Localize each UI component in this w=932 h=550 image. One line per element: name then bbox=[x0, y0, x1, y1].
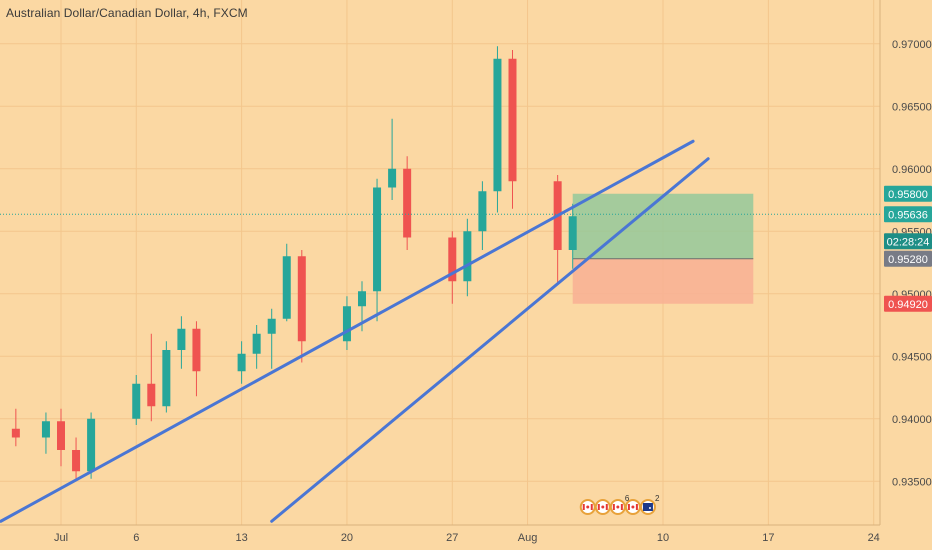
candle-body[interactable] bbox=[87, 418, 96, 472]
candle-body[interactable] bbox=[388, 168, 397, 188]
maple-leaf bbox=[616, 505, 620, 509]
price-label: 0.94920 bbox=[888, 299, 928, 311]
x-tick-label: 20 bbox=[341, 532, 353, 544]
candle-body[interactable] bbox=[282, 256, 291, 319]
flag-field bbox=[642, 503, 653, 511]
candle-body[interactable] bbox=[267, 318, 276, 334]
price-label-box bbox=[884, 206, 932, 223]
x-tick-label: 27 bbox=[446, 532, 458, 544]
flag-band bbox=[582, 504, 585, 510]
maple-leaf bbox=[601, 505, 605, 509]
candle-body[interactable] bbox=[192, 328, 201, 372]
candle-body[interactable] bbox=[448, 237, 457, 282]
candle-body[interactable] bbox=[237, 353, 246, 372]
candle-body[interactable] bbox=[463, 231, 472, 282]
candle-body[interactable] bbox=[162, 350, 171, 407]
event-count: 2 bbox=[655, 494, 660, 503]
y-tick-label: 0.96500 bbox=[892, 101, 932, 113]
flag-band bbox=[620, 504, 623, 510]
candle-body[interactable] bbox=[493, 58, 502, 192]
price-label-box bbox=[884, 250, 932, 267]
x-tick-label: 6 bbox=[133, 532, 139, 544]
maple-leaf bbox=[586, 505, 590, 509]
y-tick-label: 0.94000 bbox=[892, 414, 932, 426]
price-label-box bbox=[884, 233, 932, 250]
candle-body[interactable] bbox=[72, 450, 81, 472]
candle-body[interactable] bbox=[132, 383, 141, 419]
candle-body[interactable] bbox=[57, 421, 65, 450]
trendline[interactable] bbox=[0, 139, 695, 523]
price-label-box bbox=[884, 185, 932, 202]
trendline[interactable] bbox=[270, 157, 710, 523]
flag-band bbox=[590, 504, 593, 510]
flag-band bbox=[597, 504, 600, 510]
event-count: 6 bbox=[625, 494, 630, 503]
candle-body[interactable] bbox=[403, 168, 412, 238]
x-tick-label: 24 bbox=[868, 532, 880, 544]
price-label: 0.95636 bbox=[888, 209, 928, 221]
price-label: 0.95280 bbox=[888, 254, 928, 266]
candle-body[interactable] bbox=[252, 333, 261, 354]
y-tick-label: 0.93500 bbox=[892, 476, 932, 488]
x-tick-label: Aug bbox=[518, 532, 538, 544]
x-tick-label: 13 bbox=[235, 532, 247, 544]
flag-band bbox=[635, 504, 638, 510]
y-tick-label: 0.97000 bbox=[892, 39, 932, 51]
y-tick-label: 0.96000 bbox=[892, 164, 932, 176]
candle-body[interactable] bbox=[41, 421, 50, 438]
price-label: 02:28:24 bbox=[887, 236, 930, 248]
x-tick-label: 10 bbox=[657, 532, 669, 544]
flag-band bbox=[612, 504, 615, 510]
maple-leaf bbox=[631, 505, 635, 509]
loss-zone[interactable] bbox=[572, 258, 754, 304]
candle-body[interactable] bbox=[358, 291, 366, 307]
candle-body[interactable] bbox=[373, 187, 382, 292]
flag-band bbox=[627, 504, 630, 510]
price-label-box bbox=[884, 295, 932, 312]
flag-star bbox=[648, 507, 651, 509]
flag-band bbox=[605, 504, 608, 510]
candle-body[interactable] bbox=[297, 256, 306, 342]
candle-body[interactable] bbox=[177, 328, 186, 350]
candle-body[interactable] bbox=[478, 191, 487, 232]
candle-body[interactable] bbox=[11, 428, 20, 438]
chart-title: Australian Dollar/Canadian Dollar, 4h, F… bbox=[6, 6, 248, 20]
candle-body[interactable] bbox=[508, 58, 517, 182]
y-tick-label: 0.94500 bbox=[892, 351, 932, 363]
x-tick-label: 17 bbox=[762, 532, 774, 544]
candle-body[interactable] bbox=[568, 216, 577, 250]
candle-body[interactable] bbox=[342, 306, 351, 342]
candle-body[interactable] bbox=[147, 383, 156, 407]
x-tick-label: Jul bbox=[54, 532, 68, 544]
price-label: 0.95800 bbox=[888, 189, 928, 201]
